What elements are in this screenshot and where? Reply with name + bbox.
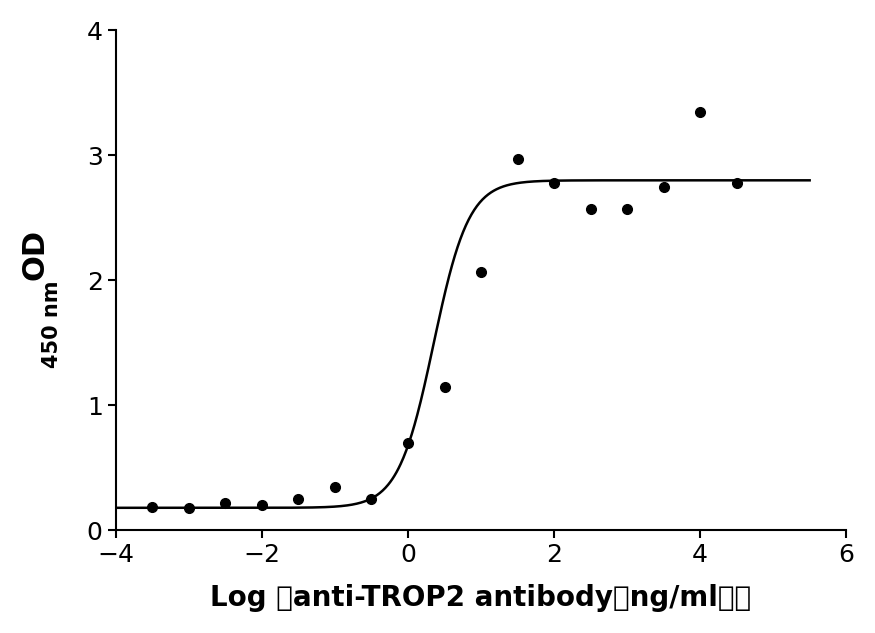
Point [255, 500, 269, 510]
Point [584, 204, 598, 214]
Text: OD: OD [21, 229, 50, 280]
Point [438, 382, 452, 392]
Point [547, 178, 561, 188]
X-axis label: Log （anti-TROP2 antibody（ng/ml））: Log （anti-TROP2 antibody（ng/ml）） [211, 584, 752, 612]
Point [620, 204, 634, 214]
Point [219, 498, 233, 508]
Point [328, 482, 342, 492]
Point [693, 106, 707, 116]
Point [365, 494, 379, 504]
Point [291, 494, 305, 504]
Point [182, 503, 196, 513]
Point [145, 501, 159, 511]
Point [656, 182, 670, 192]
Point [510, 154, 524, 164]
Point [401, 438, 415, 448]
Point [474, 266, 488, 277]
Point [730, 178, 744, 188]
Text: 450 nm: 450 nm [42, 280, 62, 368]
